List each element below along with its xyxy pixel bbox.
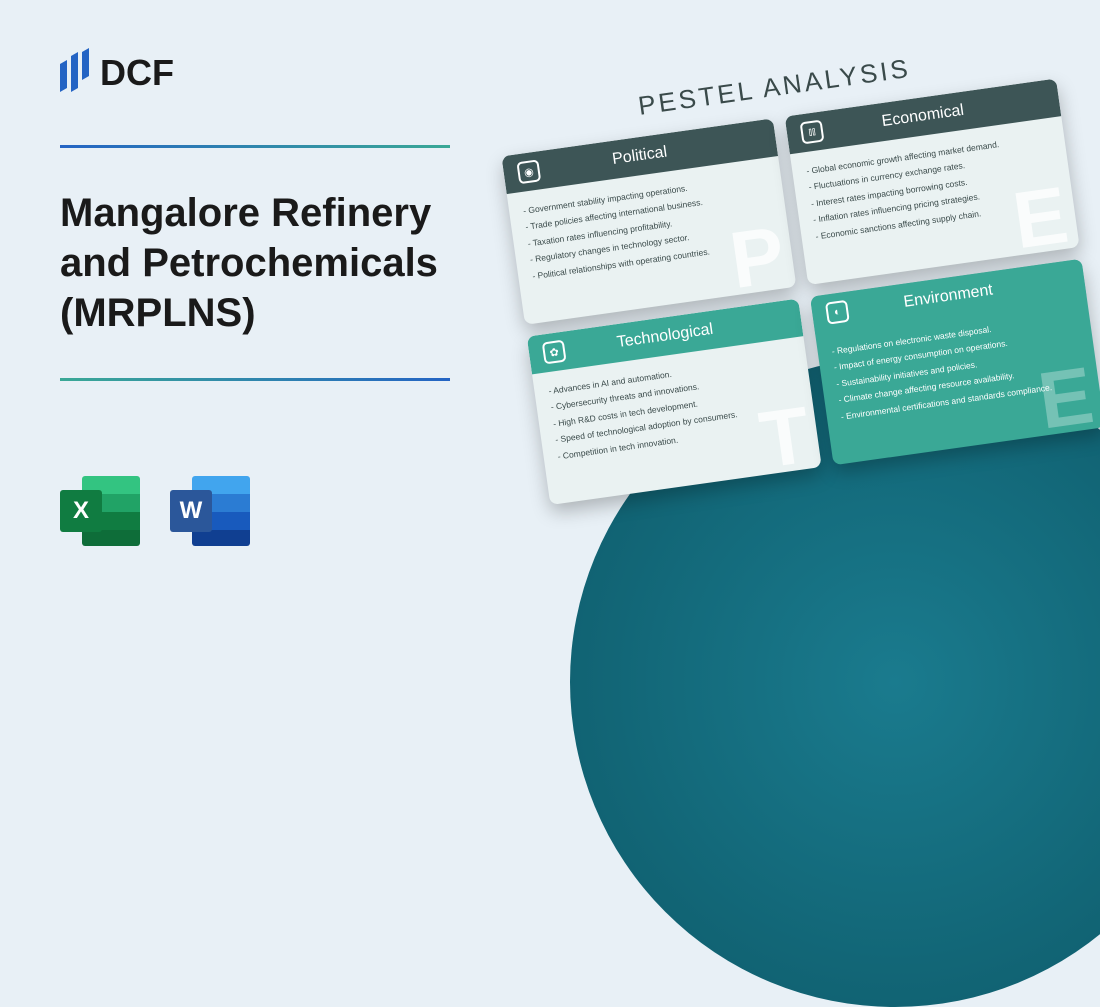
logo: DCF: [60, 50, 480, 95]
card-title: Political: [611, 143, 668, 168]
pestel-card-economical: ⫾⫾Economical- Global economic growth aff…: [785, 79, 1080, 285]
card-title: Environment: [903, 281, 994, 311]
card-title: Economical: [881, 102, 965, 131]
chart-icon: ⫾⫾: [800, 120, 825, 145]
watermark: P: [725, 215, 789, 302]
page-title: Mangalore Refinery and Petrochemicals (M…: [60, 188, 480, 338]
watermark: E: [1034, 355, 1098, 442]
divider-bottom: [60, 378, 450, 381]
word-icon: W: [170, 471, 250, 551]
leaf-icon: ◐: [825, 300, 850, 325]
card-title: Technological: [616, 321, 715, 352]
pestel-card-political: ◉Political- Government stability impacti…: [501, 118, 796, 324]
pestel-analysis: PESTEL ANALYSIS ◉Political- Government s…: [495, 33, 1100, 505]
watermark: E: [1009, 175, 1073, 262]
divider-top: [60, 145, 450, 148]
shield-icon: ◉: [516, 159, 541, 184]
gear-icon: ✿: [542, 340, 567, 365]
bars-icon: [60, 50, 90, 95]
excel-icon: X: [60, 471, 140, 551]
logo-text: DCF: [100, 52, 174, 94]
